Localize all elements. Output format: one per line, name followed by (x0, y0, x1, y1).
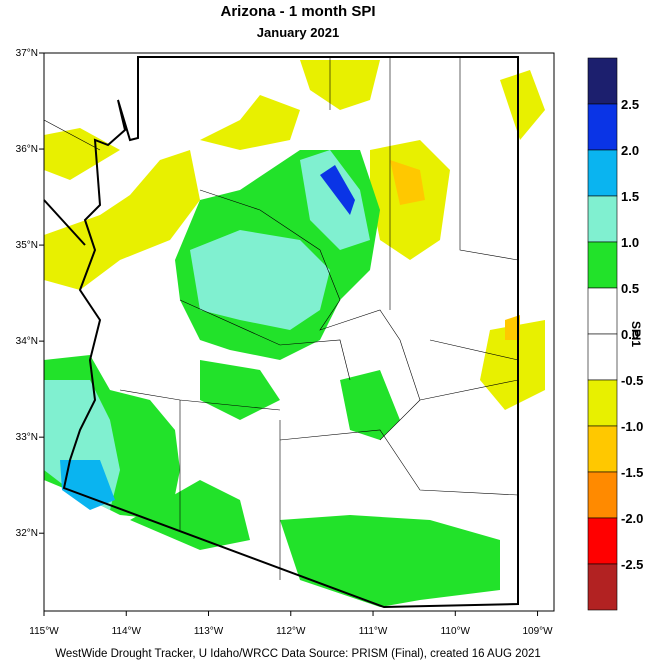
colorbar-bin (587, 57, 618, 105)
y-tick-label: 32°N (16, 528, 38, 539)
y-tick-label: 36°N (16, 144, 38, 155)
y-tick-label: 37°N (16, 48, 38, 59)
colorbar-bin (587, 333, 618, 381)
x-tick-label: 114°W (112, 626, 142, 637)
map-field (43, 52, 555, 612)
colorbar-label: 0.5 (621, 281, 639, 296)
colorbar-bin (587, 195, 618, 243)
colorbar-bin (587, 379, 618, 427)
colorbar-bin (587, 241, 618, 289)
footer: WestWide Drought Tracker, U Idaho/WRCC D… (55, 648, 541, 660)
colorbar-bin (587, 425, 618, 473)
colorbar-label: 1.0 (621, 235, 639, 250)
colorbar-label: 1.5 (621, 189, 639, 204)
colorbar-label: -1.0 (621, 419, 643, 434)
colorbar-label: 2.5 (621, 97, 639, 112)
colorbar-bin (587, 103, 618, 151)
y-tick-label: 34°N (16, 336, 38, 347)
colorbar-bin (587, 471, 618, 519)
colorbar-bin (587, 287, 618, 335)
x-tick-label: 112°W (276, 626, 306, 637)
x-tick-label: 110°W (441, 626, 471, 637)
colorbar-label: 2.0 (621, 143, 639, 158)
colorbar-label: -1.5 (621, 465, 643, 480)
colorbar-bin (587, 517, 618, 565)
colorbar-label: -2.5 (621, 557, 643, 572)
y-tick-label: 35°N (16, 240, 38, 251)
colorbar-label: -2.0 (621, 511, 643, 526)
y-tick-label: 33°N (16, 432, 38, 443)
colorbar-label: 0.0 (621, 327, 639, 342)
x-tick-label: 113°W (194, 626, 224, 637)
colorbar-bin (587, 563, 618, 611)
x-tick-label: 115°W (29, 626, 59, 637)
colorbar-label: -0.5 (621, 373, 643, 388)
colorbar-bin (587, 149, 618, 197)
title: Arizona - 1 month SPI (220, 3, 375, 20)
x-tick-label: 111°W (359, 626, 388, 637)
colorbar-title: SPI1 (629, 321, 643, 347)
x-tick-label: 109°W (522, 626, 553, 637)
subtitle: January 2021 (257, 25, 339, 40)
